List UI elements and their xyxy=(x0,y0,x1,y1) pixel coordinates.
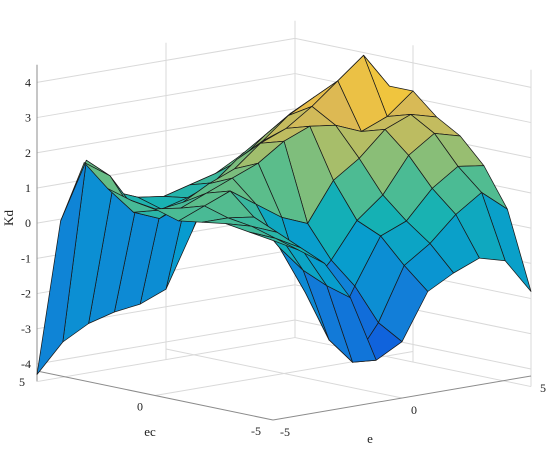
surface-facet xyxy=(249,231,300,251)
ec-tick-label: -5 xyxy=(251,424,261,438)
e-tick-label: 5 xyxy=(540,381,546,395)
z-tick-label: -4 xyxy=(21,357,31,371)
tick-labels: -4 -3 -2 -1 0 1 2 3 4 -5 0 5 -5 0 5 xyxy=(19,75,546,439)
z-axis-label: Kd xyxy=(1,210,16,226)
z-tick-label: 2 xyxy=(25,146,31,160)
e-tick-label: 0 xyxy=(411,403,417,417)
z-tick-label: 0 xyxy=(25,216,31,230)
z-tick-label: 3 xyxy=(25,111,31,125)
ec-tick-label: 5 xyxy=(19,375,25,389)
surface-mesh xyxy=(36,54,532,375)
floor-right xyxy=(294,337,532,388)
z-tick-label: 1 xyxy=(25,181,31,195)
e-axis-line xyxy=(272,375,532,421)
ec-axis-line xyxy=(36,370,274,421)
z-tick-label: -2 xyxy=(21,287,31,301)
ec-axis-label: ec xyxy=(144,424,156,439)
ec-tick-label: 0 xyxy=(137,400,143,414)
floor-back xyxy=(36,337,296,383)
z-tick-label: -3 xyxy=(21,322,31,336)
e-tick-label: -5 xyxy=(280,425,290,439)
e-axis-label: e xyxy=(367,431,373,446)
z-tick-label: 4 xyxy=(25,75,31,89)
z-tick-label: -1 xyxy=(21,251,31,265)
